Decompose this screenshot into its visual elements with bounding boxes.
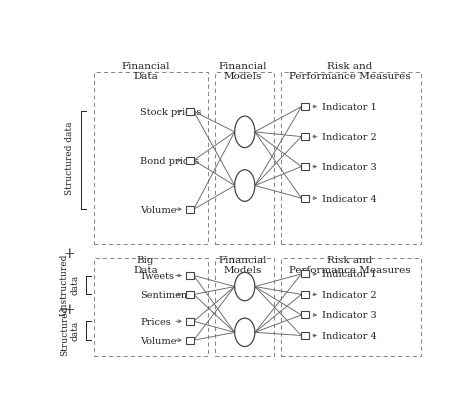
Text: Unstructured
data: Unstructured data [60, 253, 79, 315]
Bar [301, 271, 310, 278]
Text: Indicator 1: Indicator 1 [322, 103, 377, 112]
Ellipse shape [235, 117, 255, 148]
Text: Indicator 4: Indicator 4 [322, 331, 377, 340]
Bar [186, 337, 194, 344]
Bar [301, 312, 310, 319]
Bar [282, 73, 421, 244]
Text: Stock prices: Stock prices [140, 108, 201, 117]
Bar [282, 258, 421, 356]
Text: Risk and
Performance Measures: Risk and Performance Measures [289, 255, 410, 275]
Text: Tweets: Tweets [140, 271, 175, 280]
Bar [94, 73, 208, 244]
Text: Indicator 3: Indicator 3 [322, 163, 377, 172]
Text: Indicator 4: Indicator 4 [322, 194, 377, 203]
Text: Prices: Prices [140, 317, 171, 326]
Text: Structured
data: Structured data [60, 305, 79, 355]
Bar [301, 291, 310, 298]
Text: Indicator 1: Indicator 1 [322, 270, 377, 279]
Bar [186, 291, 194, 298]
Bar [301, 134, 310, 141]
Text: Indicator 3: Indicator 3 [322, 311, 377, 320]
Text: Bond prices: Bond prices [140, 156, 199, 165]
Bar [215, 258, 274, 356]
Text: Structured data: Structured data [65, 121, 74, 194]
Bar [301, 332, 310, 339]
Ellipse shape [235, 273, 255, 301]
Text: Sentiment: Sentiment [140, 290, 191, 299]
Ellipse shape [235, 318, 255, 347]
Bar [186, 157, 194, 164]
Text: Volume: Volume [140, 205, 177, 214]
Text: Indicator 2: Indicator 2 [322, 290, 377, 299]
Bar [186, 272, 194, 279]
Bar [301, 164, 310, 171]
Text: Financial
Models: Financial Models [219, 62, 267, 81]
Bar [186, 318, 194, 325]
Bar [301, 104, 310, 111]
Bar [215, 73, 274, 244]
Bar [301, 195, 310, 202]
Text: Volume: Volume [140, 336, 177, 345]
Ellipse shape [235, 170, 255, 202]
Text: Indicator 2: Indicator 2 [322, 133, 377, 142]
Text: +: + [64, 247, 75, 261]
Bar [94, 258, 208, 356]
Text: Risk and
Performance Measures: Risk and Performance Measures [289, 62, 410, 81]
Text: Big
Data: Big Data [133, 255, 158, 275]
Text: Financial
Models: Financial Models [219, 255, 267, 275]
Text: +: + [64, 302, 75, 316]
Bar [186, 206, 194, 213]
Bar [186, 109, 194, 115]
Text: Financial
Data: Financial Data [121, 62, 170, 81]
